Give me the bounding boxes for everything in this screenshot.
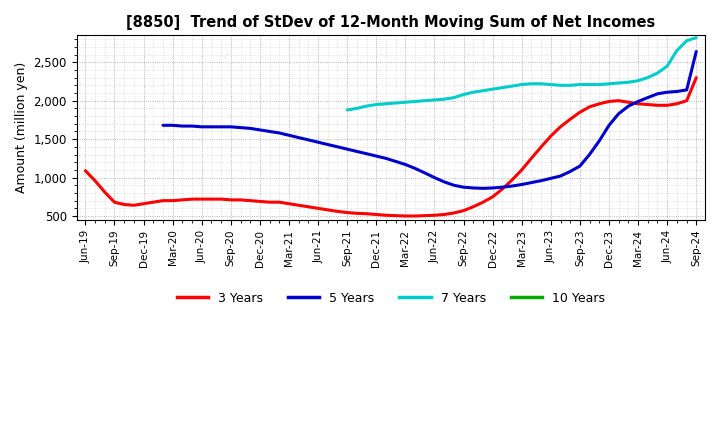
7 Years (556, 83, 564, 88)
3 Years (158, 198, 167, 203)
7 Years (566, 83, 575, 88)
3 Years (401, 213, 410, 219)
7 Years (546, 82, 555, 87)
7 Years (575, 82, 584, 87)
7 Years (537, 81, 546, 86)
5 Years (353, 149, 361, 154)
7 Years (508, 84, 516, 89)
3 Years (692, 75, 701, 80)
7 Years (518, 82, 526, 87)
7 Years (353, 106, 361, 111)
5 Years (158, 123, 167, 128)
5 Years (168, 123, 177, 128)
7 Years (362, 103, 371, 109)
3 Years (333, 209, 342, 214)
7 Years (624, 80, 633, 85)
7 Years (683, 38, 691, 44)
5 Years (459, 184, 468, 190)
7 Years (343, 107, 351, 113)
7 Years (663, 63, 672, 69)
7 Years (634, 78, 642, 83)
7 Years (401, 99, 410, 105)
Legend: 3 Years, 5 Years, 7 Years, 10 Years: 3 Years, 5 Years, 7 Years, 10 Years (171, 286, 610, 310)
7 Years (527, 81, 536, 86)
7 Years (382, 101, 390, 106)
7 Years (653, 70, 662, 76)
3 Years (382, 213, 390, 218)
5 Years (498, 184, 507, 190)
3 Years (430, 213, 438, 218)
5 Years (518, 182, 526, 187)
7 Years (614, 81, 623, 86)
7 Years (605, 81, 613, 86)
5 Years (575, 163, 584, 169)
5 Years (479, 186, 487, 191)
7 Years (644, 75, 652, 80)
7 Years (410, 99, 419, 104)
7 Years (449, 95, 458, 100)
7 Years (430, 97, 438, 103)
7 Years (488, 87, 497, 92)
5 Years (692, 49, 701, 54)
7 Years (595, 82, 604, 87)
3 Years (479, 200, 487, 205)
Y-axis label: Amount (million yen): Amount (million yen) (15, 62, 28, 193)
7 Years (372, 102, 381, 107)
7 Years (672, 48, 681, 53)
7 Years (469, 90, 477, 95)
7 Years (420, 98, 429, 103)
Line: 7 Years: 7 Years (347, 38, 696, 110)
7 Years (692, 35, 701, 40)
3 Years (488, 194, 497, 199)
7 Years (440, 96, 449, 102)
Line: 5 Years: 5 Years (163, 51, 696, 188)
7 Years (479, 88, 487, 93)
3 Years (81, 168, 90, 173)
7 Years (392, 100, 400, 106)
Title: [8850]  Trend of StDev of 12-Month Moving Sum of Net Incomes: [8850] Trend of StDev of 12-Month Moving… (126, 15, 655, 30)
Line: 3 Years: 3 Years (86, 77, 696, 216)
7 Years (585, 82, 594, 87)
7 Years (459, 92, 468, 97)
7 Years (498, 85, 507, 90)
